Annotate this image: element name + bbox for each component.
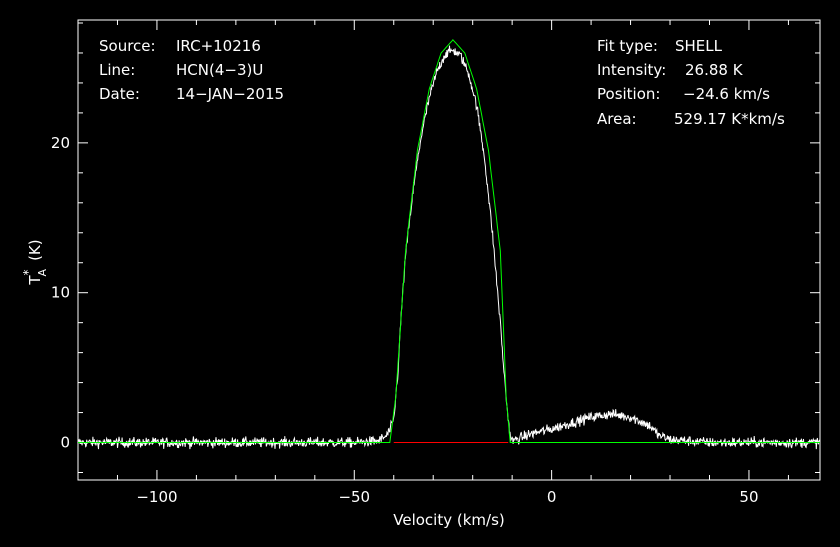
info-right-block: Fit type: SHELL Intensity: 26.88 K Posit… bbox=[597, 37, 785, 128]
info-intensity-value: 26.88 K bbox=[685, 61, 744, 79]
axes-frame-group bbox=[77, 19, 821, 481]
x-tick-label: 50 bbox=[739, 488, 758, 506]
info-area-value: 529.17 K*km/s bbox=[674, 110, 785, 128]
info-position-label: Position: bbox=[597, 85, 660, 103]
spectrum-line bbox=[77, 45, 821, 450]
info-area-label: Area: bbox=[597, 110, 637, 128]
y-axis-label-group: T*A (K) bbox=[21, 239, 49, 285]
info-line-label: Line: bbox=[99, 61, 135, 79]
info-fit-type-label: Fit type: bbox=[597, 37, 658, 55]
y-tick-label: 10 bbox=[51, 284, 70, 302]
info-date-label: Date: bbox=[99, 85, 140, 103]
y-axis-label: T*A (K) bbox=[21, 239, 49, 285]
info-source-label: Source: bbox=[99, 37, 156, 55]
y-axis-label-sub: A bbox=[36, 268, 49, 276]
series-group bbox=[77, 39, 821, 450]
info-intensity-label: Intensity: bbox=[597, 61, 666, 79]
plot-frame bbox=[77, 19, 821, 481]
y-tick-label: 0 bbox=[60, 434, 70, 452]
y-axis-label-unit: (K) bbox=[26, 239, 44, 261]
x-tick-label: 0 bbox=[547, 488, 557, 506]
info-left-block: Source: IRC+10216 Line: HCN(4−3)U Date: … bbox=[99, 37, 284, 103]
info-line-value: HCN(4−3)U bbox=[176, 61, 263, 79]
y-tick-label: 20 bbox=[51, 134, 70, 152]
info-date-value: 14−JAN−2015 bbox=[176, 85, 284, 103]
y-axis-label-sup: * bbox=[21, 269, 35, 275]
info-source-value: IRC+10216 bbox=[176, 37, 261, 55]
info-position-value: −24.6 km/s bbox=[683, 85, 770, 103]
info-fit-type-value: SHELL bbox=[675, 37, 723, 55]
ticks-group: −100 −50 0 50 0 10 20 bbox=[51, 20, 820, 506]
fit-line bbox=[78, 39, 820, 443]
x-tick-label: −100 bbox=[136, 488, 177, 506]
x-axis-label: Velocity (km/s) bbox=[393, 511, 504, 529]
y-axis-label-main: T bbox=[26, 275, 44, 286]
x-tick-label: −50 bbox=[338, 488, 370, 506]
